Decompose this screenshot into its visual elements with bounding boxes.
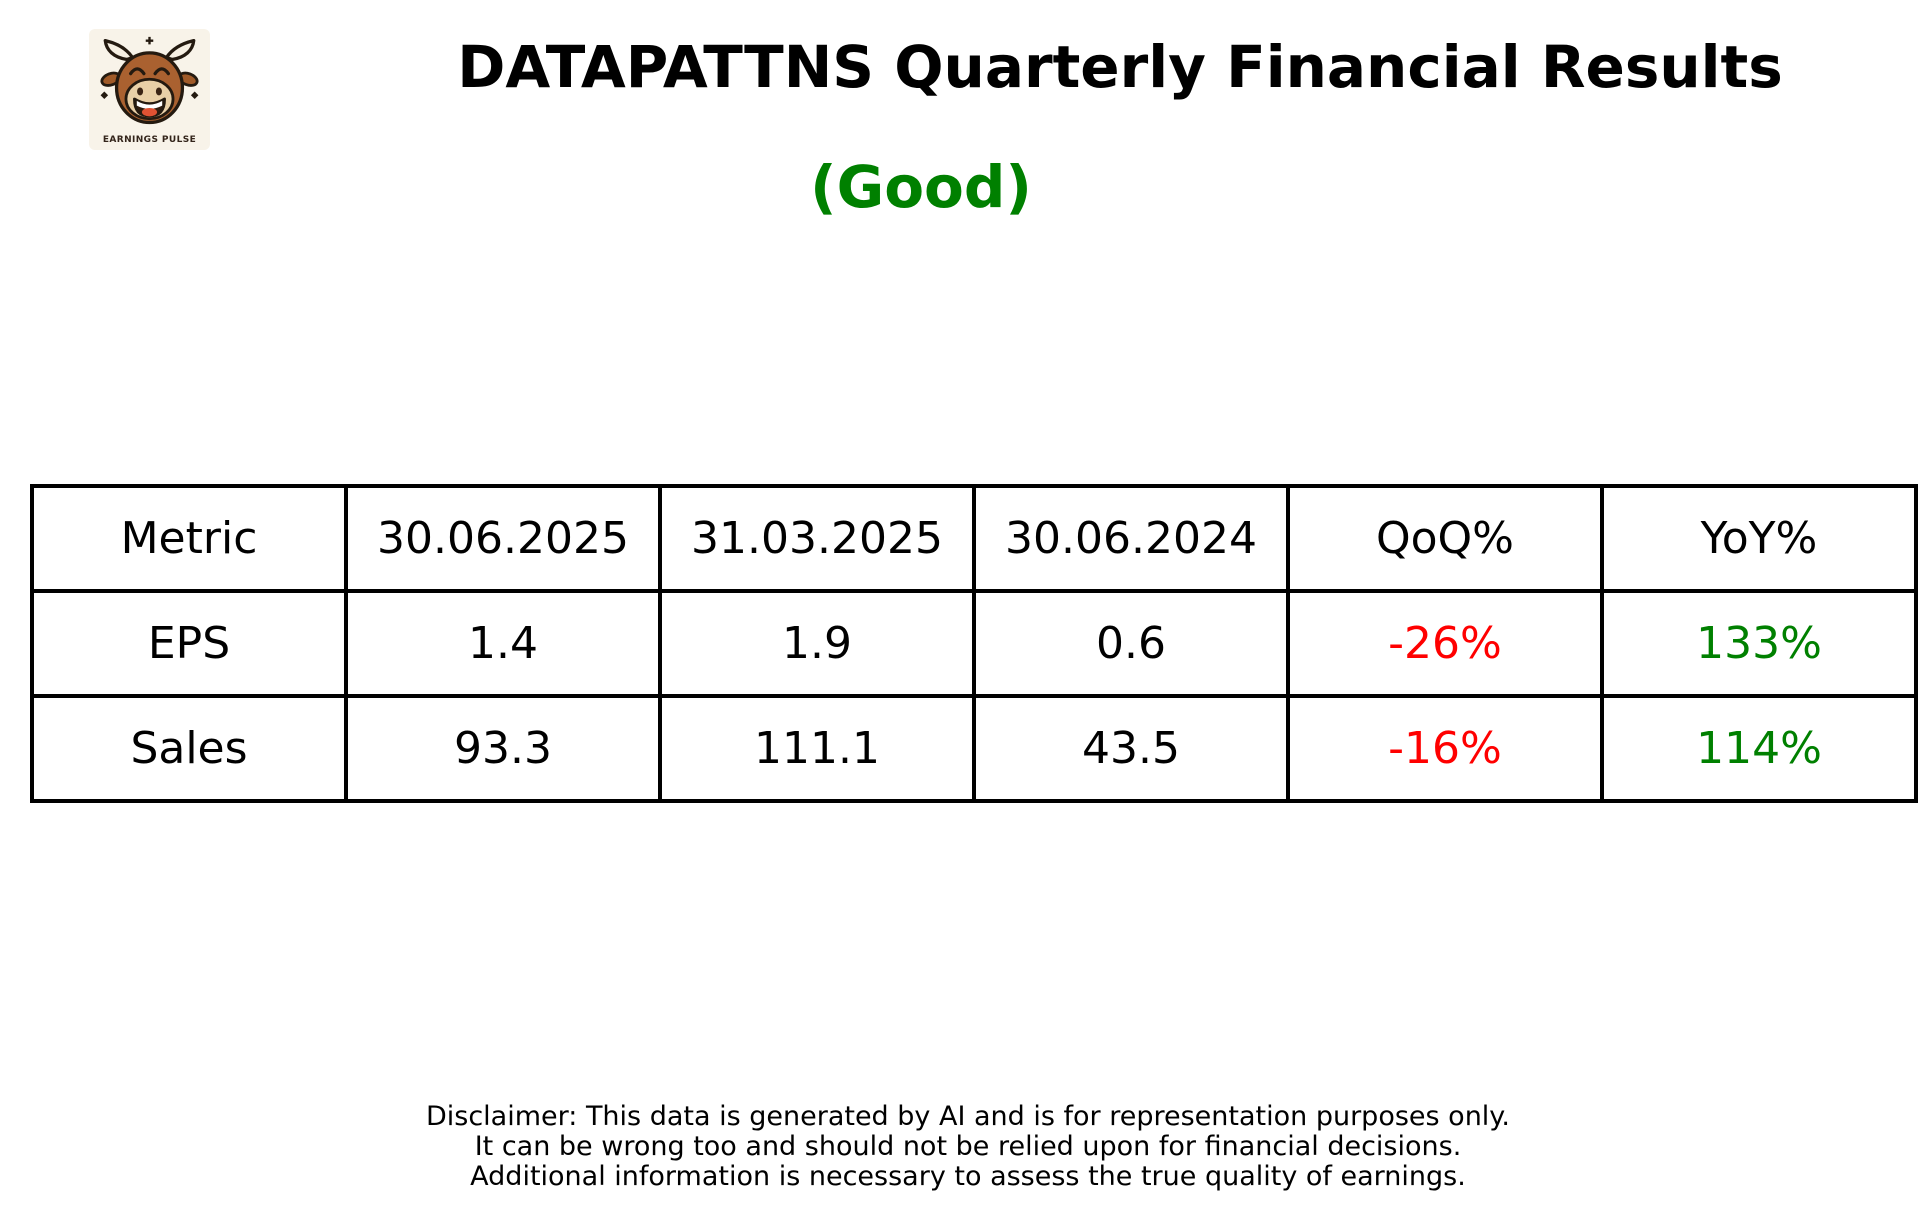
sales-yoy: 114% bbox=[1600, 694, 1918, 803]
page-title: DATAPATTNS Quarterly Financial Results bbox=[457, 33, 1783, 101]
bull-icon bbox=[100, 36, 199, 125]
sparkle-icon bbox=[190, 91, 199, 99]
disclaimer-line: It can be wrong too and should not be re… bbox=[474, 1131, 1462, 1162]
eps-yoy: 133% bbox=[1600, 589, 1918, 698]
metric-label: EPS bbox=[30, 589, 348, 698]
brand-name: EARNINGS PULSE bbox=[102, 135, 197, 145]
eps-yearago: 0.6 bbox=[972, 589, 1290, 698]
disclaimer: Disclaimer: This data is generated by AI… bbox=[426, 1102, 1510, 1192]
col-header-q-current: 30.06.2025 bbox=[344, 484, 662, 593]
eps-previous: 1.9 bbox=[658, 589, 976, 698]
table-row-sales: Sales 93.3 111.1 43.5 -16% 114% bbox=[30, 694, 1918, 803]
brand-logo: EARNINGS PULSE bbox=[89, 29, 210, 150]
sales-qoq: -16% bbox=[1286, 694, 1604, 803]
disclaimer-line: Disclaimer: This data is generated by AI… bbox=[425, 1101, 1511, 1132]
eps-qoq: -26% bbox=[1286, 589, 1604, 698]
col-header-q-yearago: 30.06.2024 bbox=[972, 484, 1290, 593]
verdict-label: (Good) bbox=[810, 153, 1032, 221]
disclaimer-line: Additional information is necessary to a… bbox=[470, 1161, 1466, 1192]
eps-current: 1.4 bbox=[344, 589, 662, 698]
metric-label: Sales bbox=[30, 694, 348, 803]
sales-yearago: 43.5 bbox=[972, 694, 1290, 803]
col-header-yoy: YoY% bbox=[1600, 484, 1918, 593]
sales-previous: 111.1 bbox=[658, 694, 976, 803]
col-header-metric: Metric bbox=[30, 484, 348, 593]
sparkle-icon bbox=[145, 36, 154, 45]
col-header-qoq: QoQ% bbox=[1286, 484, 1604, 593]
col-header-q-previous: 31.03.2025 bbox=[658, 484, 976, 593]
sales-current: 93.3 bbox=[344, 694, 662, 803]
table-row-eps: EPS 1.4 1.9 0.6 -26% 133% bbox=[30, 589, 1918, 698]
table-header-row: Metric 30.06.2025 31.03.2025 30.06.2024 … bbox=[30, 484, 1918, 593]
sparkle-icon bbox=[100, 91, 109, 99]
results-table: Metric 30.06.2025 31.03.2025 30.06.2024 … bbox=[30, 484, 1918, 803]
